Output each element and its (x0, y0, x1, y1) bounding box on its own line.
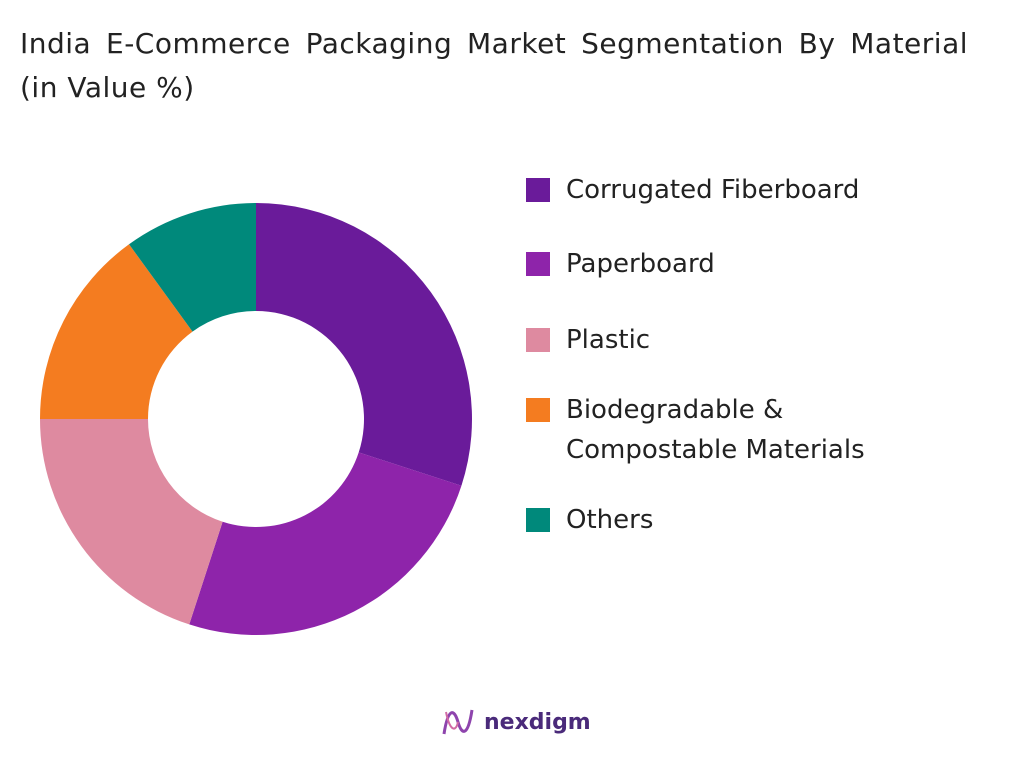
legend-swatch (526, 508, 550, 532)
donut-chart (40, 203, 473, 636)
legend-label: Others (566, 505, 654, 535)
legend-swatch (526, 398, 550, 422)
donut-slice (129, 203, 256, 332)
brand-name: nexdigm (484, 709, 591, 735)
legend-swatch (526, 328, 550, 352)
legend-item: Biodegradable & Compostable Materials (526, 390, 926, 470)
legend-item: Plastic (526, 320, 926, 360)
chart-title: India E-Commerce Packaging Market Segmen… (20, 27, 968, 104)
donut-slice (40, 419, 223, 625)
legend-item: Corrugated Fiberboard (526, 170, 926, 210)
legend-swatch (526, 178, 550, 202)
donut-slice (256, 203, 473, 486)
brand-icon (442, 709, 474, 735)
legend-swatch (526, 252, 550, 276)
donut-slice (40, 244, 193, 419)
legend-label: Plastic (566, 325, 651, 355)
legend-item: Paperboard (526, 244, 926, 284)
legend-item: Others (526, 500, 926, 540)
legend-label: Paperboard (566, 249, 715, 279)
brand-logo: nexdigm (440, 704, 591, 740)
donut-slice (189, 452, 462, 636)
legend-label: Biodegradable & Compostable Materials (566, 395, 865, 465)
legend-label: Corrugated Fiberboard (566, 175, 860, 205)
